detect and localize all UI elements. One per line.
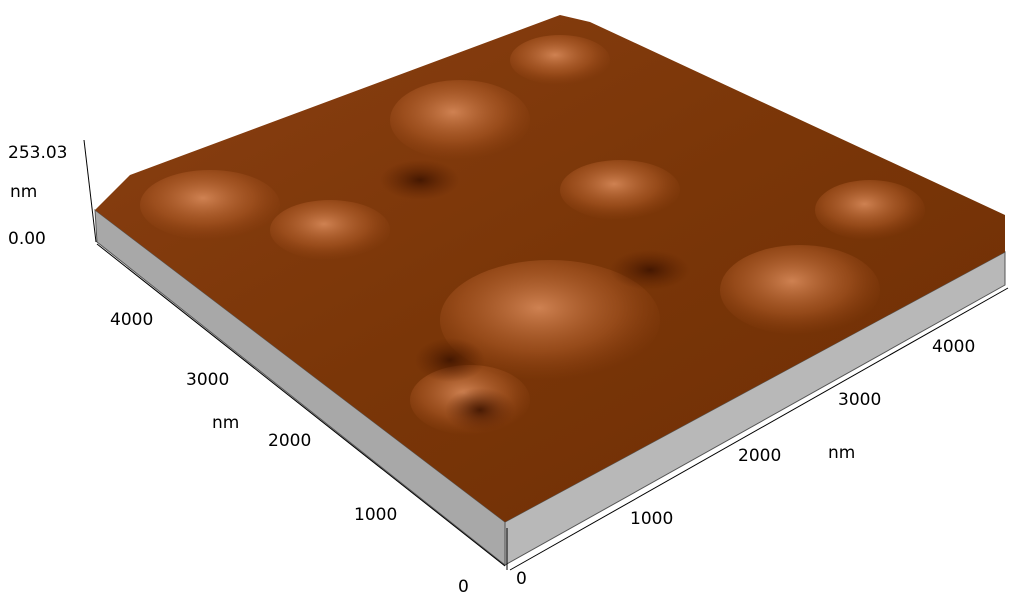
- right-axis-unit: nm: [828, 443, 855, 463]
- left-tick-label: 0: [458, 577, 469, 597]
- right-tick-label: 2000: [738, 446, 781, 466]
- z-axis: [84, 140, 96, 242]
- right-tick-label: 0: [516, 569, 527, 589]
- left-tick-label: 2000: [268, 431, 311, 451]
- z-min-label: 0.00: [8, 229, 46, 249]
- surface: [90, 10, 1010, 530]
- left-tick-label: 3000: [186, 370, 229, 390]
- z-max-label: 253.03: [8, 143, 67, 163]
- right-tick-label: 1000: [630, 509, 673, 529]
- left-tick-label: 4000: [110, 310, 153, 330]
- left-axis-unit: nm: [212, 413, 239, 433]
- right-tick-label: 4000: [932, 337, 975, 357]
- z-unit: nm: [10, 182, 37, 202]
- left-tick-label: 1000: [354, 505, 397, 525]
- afm-surface-view: 253.03 nm 0.00 4000 3000 nm 2000 1000 0 …: [0, 0, 1018, 599]
- right-tick-label: 3000: [838, 390, 881, 410]
- page: 253.03 nm 0.00 4000 3000 nm 2000 1000 0 …: [0, 0, 1018, 599]
